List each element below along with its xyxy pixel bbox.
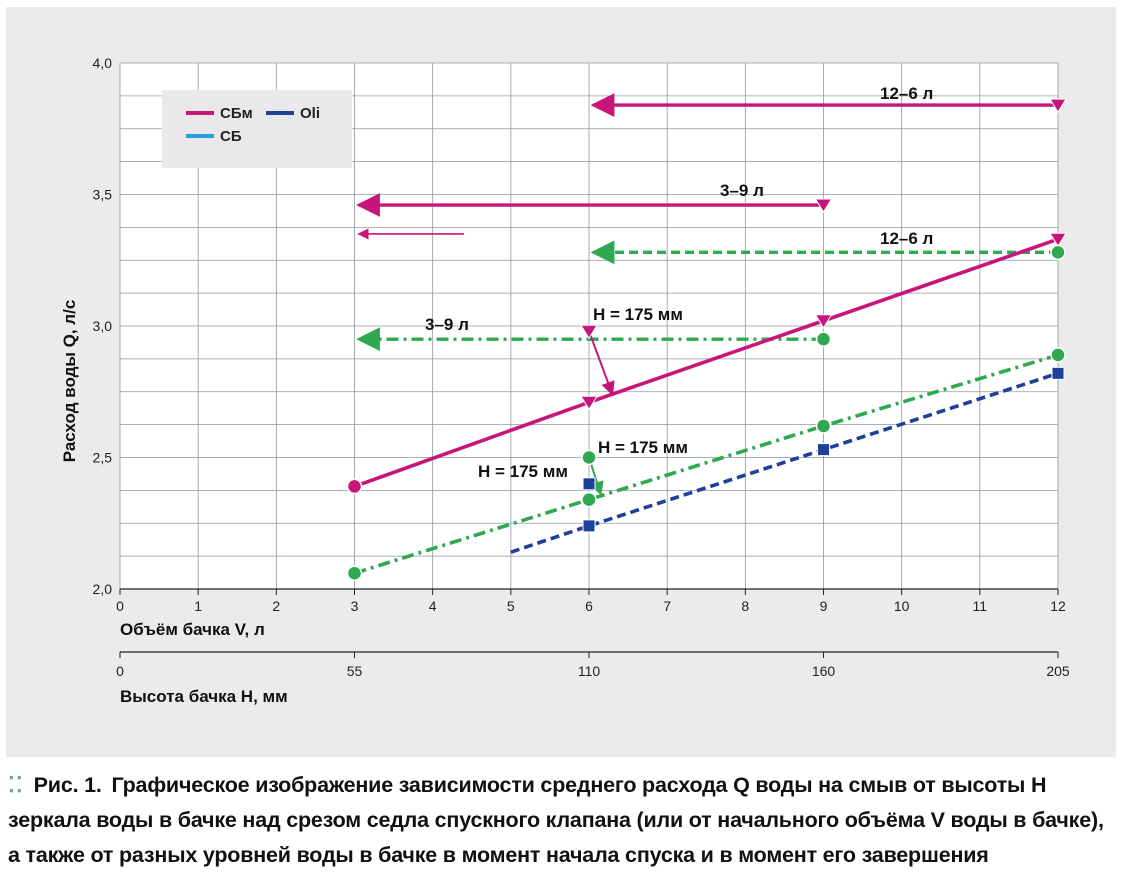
series-line [353, 237, 1059, 489]
annotation-arrow [588, 330, 615, 396]
arrow-label: 12–6 л [880, 84, 933, 103]
caption-text: Графическое изображение зависимости сред… [8, 773, 1104, 867]
x-tick-label: 7 [663, 598, 671, 614]
x2-axis-title: Высота бачка H, мм [120, 687, 288, 706]
series-line [510, 371, 1059, 554]
y-tick-label: 4,0 [93, 55, 113, 71]
x-tick-label: 2 [272, 598, 280, 614]
annotation-label: H = 175 мм [593, 305, 683, 324]
x-tick-label: 11 [973, 598, 988, 614]
y-tick-label: 2,5 [93, 450, 113, 466]
data-point [346, 478, 363, 495]
x2-tick-label: 0 [116, 663, 124, 679]
caption-label: Рис. 1. [33, 773, 102, 797]
annotation-label: H = 175 мм [598, 438, 688, 457]
x-axis-title: Объём бачка V, л [120, 620, 265, 639]
y-tick-label: 2,0 [93, 581, 113, 597]
y-axis-title: Расход воды Q, л/с [60, 300, 79, 463]
legend-label: Oli [300, 105, 320, 122]
x2-tick-label: 160 [812, 663, 836, 679]
x-tick-label: 5 [507, 598, 515, 614]
annotation-marker [581, 449, 597, 466]
data-point [1051, 366, 1065, 380]
data-point [815, 418, 832, 434]
caption-dots-icon: ⁚⁚ [8, 773, 24, 797]
x-tick-label: 12 [1050, 598, 1066, 614]
data-point [580, 395, 598, 411]
x-tick-label: 9 [820, 598, 828, 614]
annotation-marker [582, 477, 596, 491]
arrow-label: 3–9 л [720, 181, 764, 200]
x-tick-label: 4 [429, 598, 437, 614]
annotation-label: H = 175 мм [478, 462, 568, 481]
legend-label: СБм [220, 105, 253, 122]
data-point [346, 565, 363, 581]
y-tick-label: 3,5 [93, 187, 113, 203]
data-point [814, 314, 833, 329]
arrow-end-marker [1049, 98, 1067, 114]
legend-label: СБ [220, 128, 242, 145]
figure-caption: ⁚⁚ Рис. 1. Графическое изображение зависи… [8, 768, 1118, 873]
x-tick-label: 8 [741, 598, 749, 614]
arrow-label: 3–9 л [425, 315, 469, 334]
data-point [817, 443, 830, 457]
data-point [582, 519, 596, 533]
x-tick-label: 3 [351, 598, 359, 614]
x-tick-label: 10 [894, 598, 910, 614]
arrow-label: 12–6 л [880, 229, 933, 248]
series-line [353, 353, 1059, 575]
annotation-marker [580, 324, 598, 340]
legend-box [162, 90, 352, 168]
arrow-end-marker [814, 198, 833, 213]
x-tick-label: 0 [116, 598, 124, 614]
arrow-end-marker [815, 331, 832, 347]
data-point [1050, 347, 1066, 363]
x2-tick-label: 55 [347, 663, 363, 679]
x2-tick-label: 205 [1046, 663, 1070, 679]
x2-tick-label: 110 [578, 663, 601, 679]
data-point [1049, 232, 1067, 248]
x-tick-label: 6 [585, 598, 593, 614]
arrow-end-marker [1050, 244, 1066, 261]
data-point [581, 491, 597, 508]
x-tick-label: 1 [194, 598, 202, 614]
y-tick-label: 3,0 [93, 318, 113, 334]
